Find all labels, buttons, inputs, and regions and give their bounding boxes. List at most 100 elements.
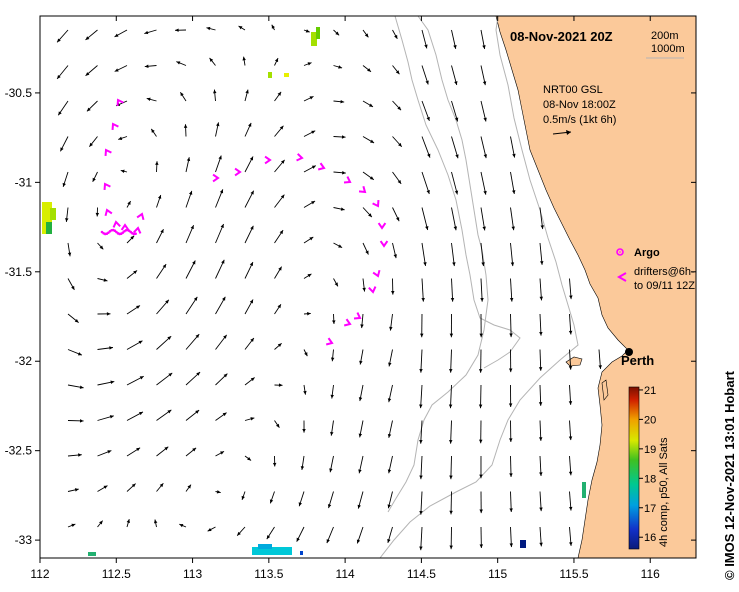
current-arrow <box>56 29 69 43</box>
x-tick-label: 113.5 <box>254 567 283 581</box>
current-arrow <box>95 207 100 217</box>
current-arrow <box>215 490 221 494</box>
current-arrow <box>179 91 187 102</box>
current-arrow <box>333 207 345 211</box>
current-arrow <box>126 305 141 315</box>
current-arrow <box>156 482 164 492</box>
current-arrow <box>156 446 169 457</box>
current-arrow <box>274 91 282 102</box>
current-arrow <box>421 65 429 85</box>
current-arrow <box>185 409 200 421</box>
colorbar-ticks: 21 20 19 18 17 16 <box>639 385 656 544</box>
current-arrow <box>67 313 79 323</box>
current-arrow <box>421 136 431 158</box>
x-axis: 112 112.5 113 113.5 114 114.5 115 115.5 116 <box>30 16 660 581</box>
current-arrow <box>303 384 307 395</box>
current-arrow <box>126 483 136 492</box>
current-arrow <box>419 491 423 515</box>
current-arrow <box>356 526 364 544</box>
y-tick-label: -31.5 <box>5 265 33 279</box>
current-arrow <box>358 384 364 402</box>
current-arrow <box>185 371 201 386</box>
current-arrow <box>120 169 128 174</box>
current-arrow <box>215 334 228 350</box>
colorbar-tick-label: 19 <box>644 444 656 456</box>
current-arrow <box>156 299 170 315</box>
argo-label: Argo <box>634 247 660 259</box>
drifter-marker <box>325 337 334 346</box>
current-arrow <box>303 165 317 173</box>
current-arrow <box>421 207 429 231</box>
current-arrow <box>419 349 423 373</box>
drifter-tracks <box>100 98 389 346</box>
current-arrow <box>303 236 314 244</box>
current-arrow <box>362 136 375 144</box>
current-arrow <box>508 384 513 408</box>
contour-200m <box>379 15 579 559</box>
current-arrow <box>333 135 346 139</box>
current-arrow <box>97 278 108 282</box>
current-arrow <box>269 491 275 504</box>
current-arrow <box>144 29 157 35</box>
current-arrow <box>156 194 162 208</box>
current-arrow <box>57 100 69 116</box>
current-arrow <box>303 349 308 357</box>
current-arrow <box>207 526 216 532</box>
current-arrow <box>568 455 573 476</box>
current-arrow <box>538 384 543 406</box>
current-arrow <box>92 171 98 183</box>
current-arrow <box>479 491 483 514</box>
current-arrow <box>215 122 220 137</box>
current-arrow <box>329 455 334 473</box>
current-arrow <box>215 155 222 173</box>
current-arrow <box>244 337 255 350</box>
current-arrow <box>126 411 144 421</box>
current-arrow <box>392 207 400 222</box>
current-arrow <box>509 491 513 513</box>
current-arrow <box>330 420 334 436</box>
current-arrow <box>449 491 453 515</box>
drifter-marker <box>264 155 272 165</box>
current-arrow <box>97 485 108 492</box>
current-arrow <box>392 171 402 185</box>
current-arrow <box>451 136 459 159</box>
current-arrow <box>303 130 316 137</box>
current-arrow <box>303 29 310 33</box>
current-arrow <box>185 225 195 244</box>
current-arrow <box>508 349 513 373</box>
y-tick-label: -30.5 <box>5 86 33 100</box>
current-arrow <box>358 455 364 474</box>
current-arrow <box>449 420 453 444</box>
current-arrow <box>568 491 573 511</box>
drifter-marker <box>212 173 220 183</box>
current-arrow <box>392 242 397 259</box>
current-legend-scale: 0.5m/s (1kt 6h) <box>543 114 616 126</box>
current-arrow <box>478 349 483 373</box>
current-arrow <box>241 491 246 500</box>
current-arrow <box>451 29 457 49</box>
current-arrow <box>569 278 573 300</box>
x-tick-label: 113 <box>183 567 202 581</box>
current-arrow <box>156 335 172 350</box>
current-arrow <box>244 225 254 244</box>
current-arrow <box>598 349 602 369</box>
current-arrow <box>362 207 373 218</box>
contour-1000m-inner <box>394 15 521 369</box>
current-arrow <box>67 453 82 457</box>
current-arrow <box>539 242 544 265</box>
current-arrow <box>480 136 488 159</box>
current-arrow <box>274 159 285 173</box>
current-arrow <box>480 65 487 86</box>
current-arrow <box>538 349 543 371</box>
drifter-marker <box>234 167 242 177</box>
current-arrow <box>303 273 312 279</box>
x-tick-label: 114.5 <box>407 567 436 581</box>
current-arrow <box>388 349 393 367</box>
current-arrow <box>510 207 515 231</box>
current-arrow <box>510 136 516 158</box>
current-legend-source: NRT00 GSL <box>543 84 603 96</box>
current-arrow <box>539 491 543 512</box>
drifter-marker <box>343 318 352 327</box>
current-arrow <box>357 491 364 509</box>
current-arrow <box>274 57 279 66</box>
